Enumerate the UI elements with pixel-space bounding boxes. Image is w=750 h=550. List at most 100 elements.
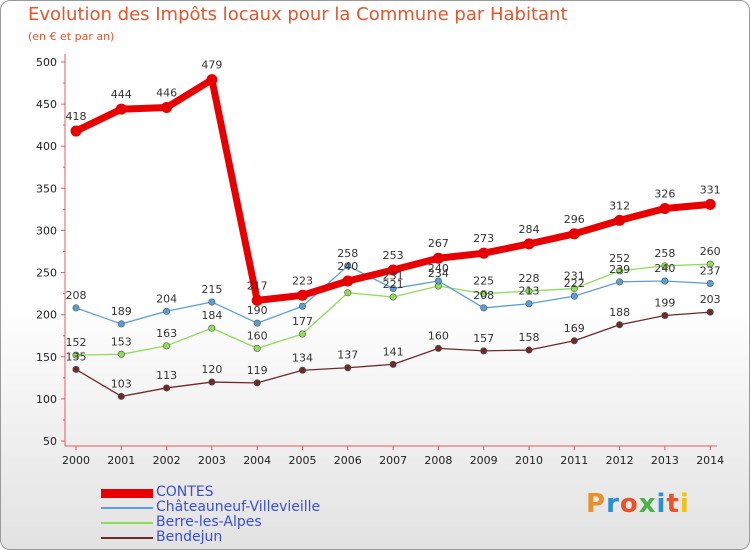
x-tick-label: 2004 [243, 454, 271, 467]
data-label: 208 [66, 289, 87, 302]
data-point [659, 203, 671, 215]
data-label: 152 [66, 336, 87, 349]
x-tick-label: 2000 [62, 454, 90, 467]
logo-letter: i [679, 489, 690, 519]
x-tick-label: 2014 [696, 454, 724, 467]
data-label: 141 [383, 345, 404, 358]
axes: 50 100 150 200 250 300 350 400 450 500 2000 2001 200… [36, 54, 724, 467]
data-point [389, 293, 397, 301]
x-tick-label: 2005 [289, 454, 317, 467]
data-point [72, 351, 80, 359]
logo-letter: t [666, 489, 680, 519]
y-tick-label: 200 [36, 309, 57, 322]
data-point [298, 302, 306, 310]
data-label: 225 [473, 275, 494, 288]
data-label: 446 [156, 86, 177, 99]
data-point [432, 252, 444, 264]
data-label: 239 [609, 263, 630, 276]
data-point [704, 198, 716, 210]
data-label: 418 [66, 110, 87, 123]
data-point [661, 277, 669, 285]
legend-swatch-contes [101, 489, 153, 498]
data-labels: 418 444 446 479 217 223 240 253 267 273 284 296 312 3… [66, 59, 721, 391]
data-point [570, 337, 578, 345]
data-label: 260 [700, 245, 721, 258]
y-tick-label: 400 [36, 140, 57, 153]
legend-swatch-bendejun [101, 537, 153, 539]
x-tick-label: 2002 [153, 454, 181, 467]
logo-letter: r [606, 489, 620, 519]
data-point [251, 294, 263, 306]
data-point [570, 292, 578, 300]
data-label: 267 [428, 237, 449, 250]
data-point [616, 321, 624, 329]
legend-label: Châteauneuf-Villevieille [156, 499, 321, 515]
data-point [344, 289, 352, 297]
data-point [72, 365, 80, 373]
x-tick-label: 2012 [606, 454, 634, 467]
y-tick-label: 50 [43, 435, 57, 448]
legend-label: Berre-les-Alpes [156, 514, 262, 530]
data-point [253, 379, 261, 387]
data-label: 157 [473, 332, 494, 345]
data-label: 231 [564, 270, 585, 283]
data-point [117, 350, 125, 358]
data-label: 160 [428, 329, 449, 342]
data-label: 137 [337, 349, 358, 362]
data-point [525, 346, 533, 354]
data-label: 135 [66, 350, 87, 363]
data-label: 253 [383, 249, 404, 262]
logo-letter: P [586, 489, 607, 519]
data-label: 113 [156, 369, 177, 382]
data-label: 203 [700, 293, 721, 306]
x-tick-label: 2001 [107, 454, 135, 467]
legend-label: Bendejun [156, 529, 223, 545]
y-tick-label: 450 [36, 98, 57, 111]
data-point [706, 308, 714, 316]
data-label: 231 [383, 270, 404, 283]
data-label: 331 [700, 183, 721, 196]
data-point [523, 238, 535, 250]
data-label: 228 [519, 272, 540, 285]
data-label: 326 [654, 188, 675, 201]
data-label: 177 [292, 315, 313, 328]
y-tick-label: 300 [36, 224, 57, 237]
data-point [614, 214, 626, 226]
data-label: 169 [564, 322, 585, 335]
data-label: 163 [156, 327, 177, 340]
data-label: 215 [201, 283, 222, 296]
data-point [344, 262, 352, 270]
data-label: 158 [519, 331, 540, 344]
data-label: 103 [111, 377, 132, 390]
data-label: 222 [564, 277, 585, 290]
data-label: 184 [201, 309, 222, 322]
data-point [208, 378, 216, 386]
data-label: 160 [247, 329, 268, 342]
data-point [434, 277, 442, 285]
data-label: 258 [654, 247, 675, 260]
data-point [342, 275, 354, 287]
data-point [525, 287, 533, 295]
proxiti-logo: Proxiti [586, 489, 690, 519]
data-label: 240 [654, 262, 675, 275]
data-point [253, 319, 261, 327]
data-point [115, 103, 127, 115]
legend-swatch-berre [101, 522, 153, 524]
logo-letter: o [619, 489, 639, 519]
data-label: 252 [609, 252, 630, 265]
data-label: 273 [473, 232, 494, 245]
data-point [163, 384, 171, 392]
data-label: 119 [247, 364, 268, 377]
data-point [387, 264, 399, 276]
data-point [163, 342, 171, 350]
data-label: 240 [337, 260, 358, 273]
y-tick-label: 150 [36, 351, 57, 364]
data-point [706, 280, 714, 288]
data-label: 221 [383, 278, 404, 291]
data-point [480, 347, 488, 355]
data-point [298, 330, 306, 338]
data-label: 240 [428, 262, 449, 275]
data-point [389, 360, 397, 368]
data-label: 134 [292, 351, 313, 364]
